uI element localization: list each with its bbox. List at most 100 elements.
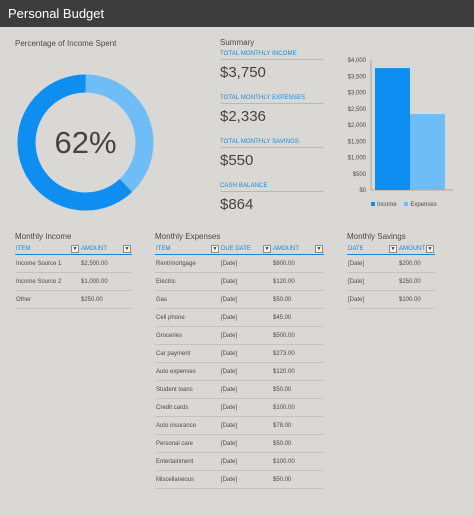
table-cell[interactable]: Cell phone — [156, 314, 185, 321]
table-cell[interactable]: [Date] — [348, 296, 365, 303]
table-cell[interactable]: $78.00 — [273, 422, 292, 429]
filter-dropdown-button[interactable]: ▼ — [71, 244, 79, 253]
table-cell[interactable]: Income Source 1 — [16, 260, 62, 267]
filter-dropdown-button[interactable]: ▼ — [315, 244, 323, 253]
table-cell[interactable]: Entertainment — [156, 458, 194, 465]
table-cell[interactable]: Car payment — [156, 350, 191, 357]
table-cell[interactable]: [Date] — [348, 260, 365, 267]
y-tick-label: $2,500 — [348, 107, 367, 113]
table-cell[interactable]: [Date] — [221, 458, 238, 465]
table-cell[interactable]: $100.00 — [399, 296, 421, 303]
table-cell[interactable]: [Date] — [221, 368, 238, 375]
header-date: DATE ▼ — [347, 243, 398, 254]
table-cell[interactable]: $100.00 — [273, 458, 295, 465]
table-cell[interactable]: $50.00 — [273, 296, 292, 303]
table-header: ITEM ▼ AMOUNT ▼ — [15, 243, 132, 255]
table-row[interactable]: Personal care [Date] $50.00 — [155, 435, 324, 453]
table-cell[interactable]: $2,500.00 — [81, 260, 108, 267]
table-cell[interactable]: $200.00 — [399, 260, 421, 267]
bar-income — [375, 68, 410, 190]
table-cell[interactable]: [Date] — [221, 404, 238, 411]
monthly-expenses-table: Monthly Expenses ITEM ▼ DUE DATE ▼ AMOUNT ▼… — [155, 232, 324, 489]
filter-dropdown-button[interactable]: ▼ — [389, 244, 397, 253]
donut-svg — [17, 74, 154, 211]
income-expenses-chart: $0 $500 $1,000 $1,500 $2,000 $2,500 $3,000 $3,5… — [335, 50, 455, 220]
y-tick-label: $1,500 — [348, 139, 367, 145]
donut-spent-arc — [17, 74, 154, 211]
table-row[interactable]: Income Source 1 $2,500.00 — [15, 255, 132, 273]
table-header: DATE ▼ AMOUNT ▼ — [347, 243, 435, 255]
table-row[interactable]: Gas [Date] $50.00 — [155, 291, 324, 309]
table-row[interactable]: Student loans [Date] $50.00 — [155, 381, 324, 399]
table-cell[interactable]: Gas — [156, 296, 168, 303]
table-cell[interactable]: Auto insurance — [156, 422, 197, 429]
table-cell[interactable]: $50.00 — [273, 386, 292, 393]
table-cell[interactable]: [Date] — [221, 350, 238, 357]
table-row[interactable]: Credit cards [Date] $100.00 — [155, 399, 324, 417]
table-cell[interactable]: [Date] — [221, 332, 238, 339]
table-cell[interactable]: Personal care — [156, 440, 194, 447]
table-cell[interactable]: $50.00 — [273, 476, 292, 483]
table-row[interactable]: Car payment [Date] $273.00 — [155, 345, 324, 363]
table-cell[interactable]: Credit cards — [156, 404, 189, 411]
table-cell[interactable]: Miscellaneous — [156, 476, 195, 483]
table-row[interactable]: [Date] $250.00 — [347, 273, 435, 291]
table-cell[interactable]: $800.00 — [273, 260, 295, 267]
table-cell[interactable]: $45.00 — [273, 314, 292, 321]
table-cell[interactable]: $100.00 — [273, 404, 295, 411]
table-cell[interactable]: [Date] — [221, 278, 238, 285]
table-row[interactable]: Rent/mortgage [Date] $800.00 — [155, 255, 324, 273]
legend-label: Income — [377, 202, 397, 208]
table-row[interactable]: Auto expenses [Date] $120.00 — [155, 363, 324, 381]
table-cell[interactable]: [Date] — [221, 260, 238, 267]
table-cell[interactable]: Student loans — [156, 386, 193, 393]
filter-dropdown-button[interactable]: ▼ — [263, 244, 271, 253]
table-row[interactable]: [Date] $200.00 — [347, 255, 435, 273]
table-cell[interactable]: $250.00 — [399, 278, 421, 285]
table-row[interactable]: Groceries [Date] $500.00 — [155, 327, 324, 345]
filter-dropdown-button[interactable]: ▼ — [211, 244, 219, 253]
table-cell[interactable]: Electric — [156, 278, 176, 285]
header-amount: AMOUNT ▼ — [272, 243, 324, 254]
table-cell[interactable]: [Date] — [348, 278, 365, 285]
table-row[interactable]: Auto insurance [Date] $78.00 — [155, 417, 324, 435]
summary-total-expenses: TOTAL MONTHLY EXPENSES $2,336 — [220, 95, 324, 125]
table-row[interactable]: Electric [Date] $120.00 — [155, 273, 324, 291]
table-row[interactable]: Cell phone [Date] $45.00 — [155, 309, 324, 327]
table-cell[interactable]: $500.00 — [273, 332, 295, 339]
filter-dropdown-button[interactable]: ▼ — [123, 244, 131, 253]
table-header: ITEM ▼ DUE DATE ▼ AMOUNT ▼ — [155, 243, 324, 255]
table-row[interactable]: [Date] $100.00 — [347, 291, 435, 309]
table-row[interactable]: Entertainment [Date] $100.00 — [155, 453, 324, 471]
table-cell[interactable]: $120.00 — [273, 278, 295, 285]
table-cell[interactable]: $50.00 — [273, 440, 292, 447]
table-cell[interactable]: [Date] — [221, 476, 238, 483]
table-row[interactable]: Income Source 2 $1,000.00 — [15, 273, 132, 291]
table-cell[interactable]: $1,000.00 — [81, 278, 108, 285]
header-label: DATE — [348, 245, 364, 252]
legend-expenses: Expenses — [404, 202, 437, 208]
table-cell[interactable]: $273.00 — [273, 350, 295, 357]
legend-swatch-expenses — [404, 202, 409, 207]
header-item: ITEM ▼ — [15, 243, 80, 254]
table-row[interactable]: Other $250.00 — [15, 291, 132, 309]
table-cell[interactable]: [Date] — [221, 440, 238, 447]
table-cell[interactable]: [Date] — [221, 422, 238, 429]
filter-dropdown-button[interactable]: ▼ — [426, 244, 434, 253]
bar-chart-svg: $0 $500 $1,000 $1,500 $2,000 $2,500 $3,000 $3,5… — [348, 58, 453, 194]
table-row[interactable]: Miscellaneous [Date] $50.00 — [155, 471, 324, 489]
table-cell[interactable]: [Date] — [221, 386, 238, 393]
legend-label: Expenses — [410, 202, 437, 208]
table-cell[interactable]: Auto expenses — [156, 368, 196, 375]
header-due-date: DUE DATE ▼ — [220, 243, 272, 254]
table-cell[interactable]: [Date] — [221, 296, 238, 303]
table-cell[interactable]: $120.00 — [273, 368, 295, 375]
table-cell[interactable]: [Date] — [221, 314, 238, 321]
table-cell[interactable]: Income Source 2 — [16, 278, 62, 285]
table-cell[interactable]: Groceries — [156, 332, 183, 339]
header-amount: AMOUNT ▼ — [398, 243, 435, 254]
header-label: ITEM — [16, 245, 31, 252]
table-cell[interactable]: $250.00 — [81, 296, 103, 303]
table-cell[interactable]: Other — [16, 296, 32, 303]
table-cell[interactable]: Rent/mortgage — [156, 260, 196, 267]
